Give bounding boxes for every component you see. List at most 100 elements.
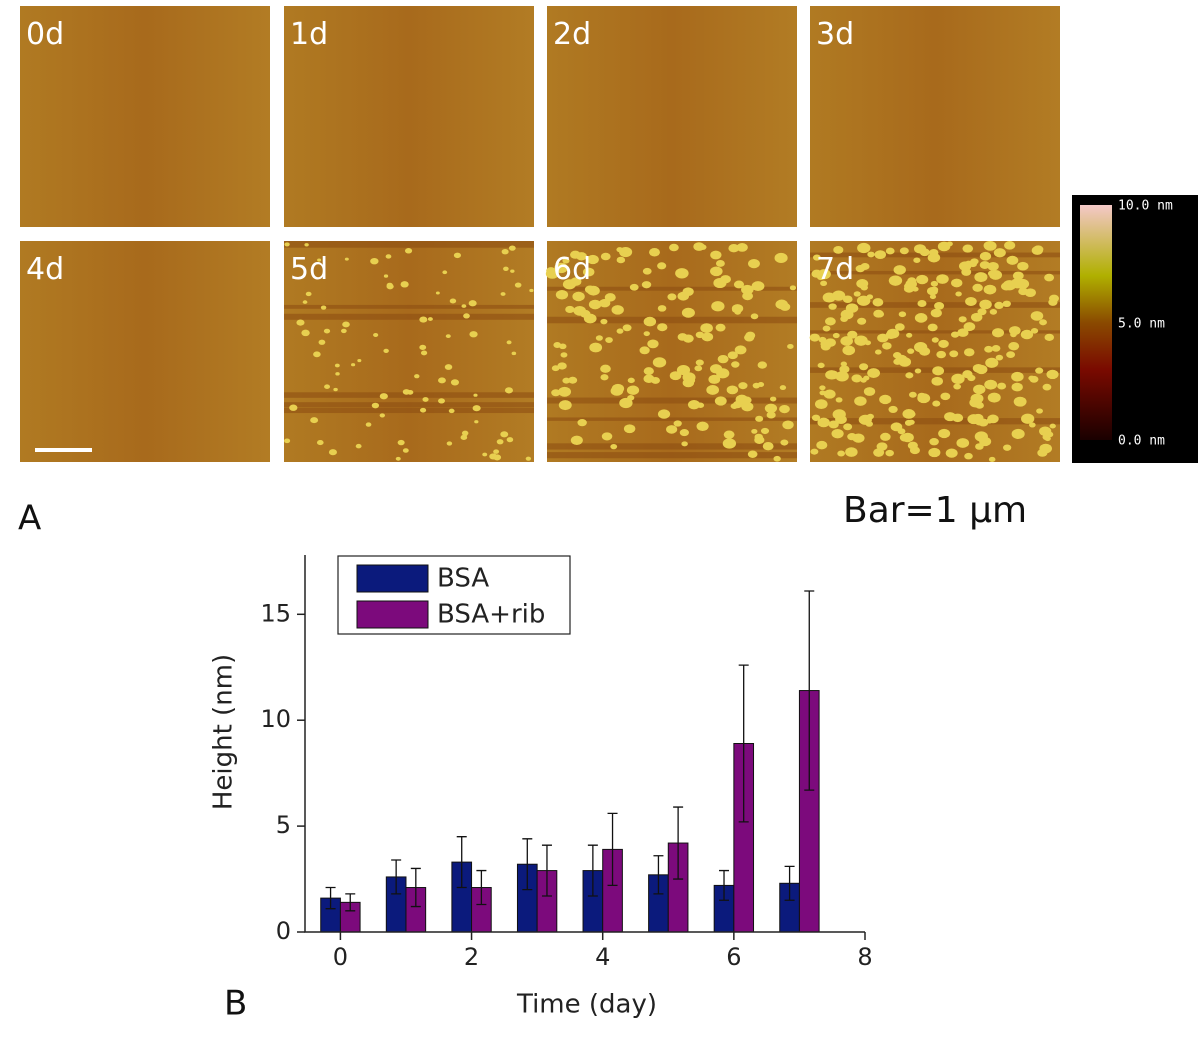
afm-particle [666,425,678,434]
afm-particle [741,401,754,412]
afm-particle [371,402,380,409]
afm-particle [885,247,895,255]
afm-particle [858,414,872,425]
afm-particle [647,339,659,349]
afm-particle [741,284,754,295]
afm-particle [914,342,928,353]
afm-particle [810,448,819,455]
afm-particle [755,415,764,422]
afm-particle [732,400,743,409]
afm-particle [1039,426,1052,436]
afm-particle [695,331,705,339]
afm-particle [616,328,624,334]
afm-particle [1044,273,1055,282]
afm-particle [402,448,409,453]
afm-particle [1011,428,1025,439]
afm-streak [284,402,534,408]
afm-particle [708,374,721,384]
afm-particle [501,248,509,255]
afm-particle [570,277,582,286]
afm-particle [894,323,905,331]
afm-streak [284,392,534,398]
afm-particle [616,247,624,253]
y-tick-label: 15 [260,599,291,627]
afm-particle [469,331,478,338]
afm-particle [605,337,613,343]
image-label: 3d [816,17,854,52]
afm-particle [747,450,758,458]
afm-particle [559,343,567,350]
afm-streak [547,417,797,421]
afm-particle [383,274,389,278]
afm-streak [547,443,797,450]
afm-particle [769,396,777,402]
afm-particle [828,420,839,429]
afm-particle [679,429,689,437]
afm-particle [710,266,723,277]
afm-particle [825,317,836,326]
afm-particle [856,295,871,306]
afm-particle [697,402,705,408]
image-label: 2d [553,17,591,52]
afm-particle [860,377,867,383]
afm-particle [970,312,983,322]
afm-particle [446,441,453,446]
afm-particle [419,316,428,323]
afm-particle [1028,422,1036,428]
afm-particle [945,448,958,458]
afm-particle [1031,246,1043,255]
afm-particle [789,285,797,291]
afm-particle [914,368,922,374]
error-bar [804,590,815,791]
afm-particle [438,377,446,384]
afm-particle [1046,369,1059,380]
colorbar-label: 10.0 nm [1118,199,1173,214]
afm-particle [899,433,911,442]
afm-particle [987,392,1001,403]
scale-bar-text: Bar=1 µm [843,490,1027,531]
afm-particle [962,370,973,379]
afm-particle [817,417,830,428]
afm-particle [820,280,828,286]
afm-particle [335,372,340,376]
afm-particle [989,309,998,315]
afm-particle [1039,443,1053,454]
afm-particle [706,385,720,395]
afm-particle [897,428,906,435]
afm-particle [902,409,916,419]
afm-particle [583,313,597,324]
afm-particle [445,334,451,339]
afm-particle [979,299,992,310]
error-bar [522,838,533,891]
afm-particle [1012,271,1024,280]
afm-particle [568,376,578,384]
afm-particle [726,385,739,395]
afm-particle [474,420,479,424]
afm-particle [448,408,455,414]
image-label: 4d [26,252,64,287]
afm-particle [816,440,828,450]
afm-particle [992,328,1005,338]
afm-particle [946,241,953,247]
afm-particle [711,301,725,312]
afm-particle [987,262,999,271]
afm-particle [449,298,457,304]
afm-particle [701,332,714,342]
afm-particle [860,284,868,291]
afm-particle [1042,383,1052,391]
afm-particle [1049,423,1056,429]
afm-particle [652,357,667,368]
afm-particle [453,252,461,259]
afm-particle [700,323,713,333]
error-bar [607,812,618,887]
afm-particle [560,352,568,358]
afm-particle [973,395,983,403]
afm-particle [840,361,848,367]
afm-particle [1049,294,1060,303]
afm-particle [284,438,291,444]
afm-streak [547,397,797,404]
afm-particle [1011,371,1024,382]
afm-particle [604,293,616,302]
afm-particle [979,261,990,269]
error-bar [345,893,356,912]
